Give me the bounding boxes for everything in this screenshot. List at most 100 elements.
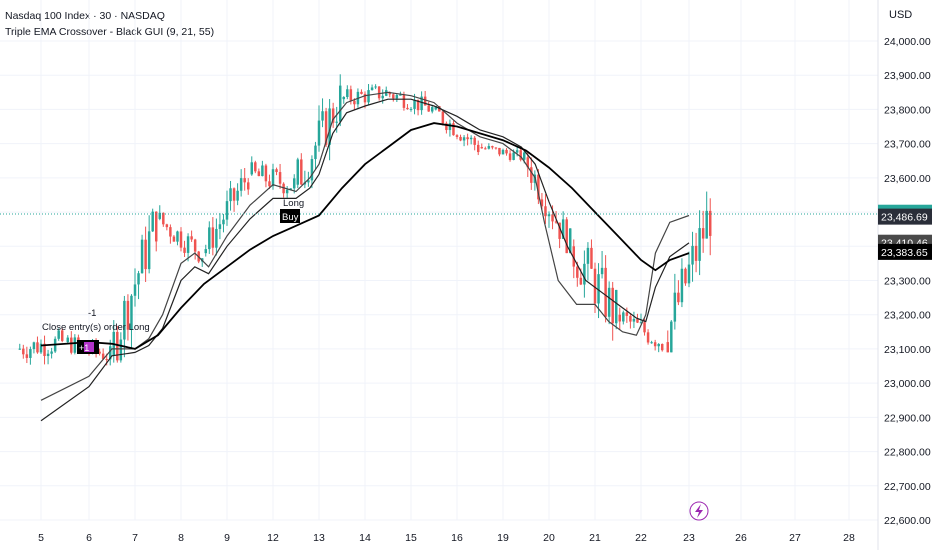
price-tick-label: 23,300.00	[884, 276, 931, 288]
candle-body	[285, 189, 289, 194]
candle-body	[476, 144, 480, 153]
candle-body	[60, 330, 64, 341]
candle-body	[331, 108, 335, 123]
annotation-minus-one: -1	[88, 308, 96, 319]
candle-body	[144, 239, 147, 270]
candle-body	[154, 211, 158, 242]
candle-body	[261, 165, 264, 177]
candle-body	[57, 330, 60, 339]
price-tick-label: 22,800.00	[884, 447, 931, 459]
candle-body	[392, 94, 395, 99]
candle-body	[593, 268, 597, 304]
candle-body	[282, 183, 285, 194]
ema-line-1	[40, 91, 690, 401]
candle-body	[151, 211, 154, 232]
candle-body	[611, 287, 614, 324]
candle-body	[264, 165, 268, 182]
candle-body	[39, 343, 43, 353]
candle-body	[108, 346, 112, 360]
candle-body	[445, 123, 448, 131]
candle-body	[296, 159, 300, 185]
candle-body	[684, 268, 687, 284]
candle-body	[708, 210, 712, 236]
time-tick-label: 13	[313, 532, 325, 544]
candle-body	[246, 182, 250, 190]
candle-body	[430, 107, 434, 112]
time-tick-label: 9	[224, 532, 230, 544]
candles	[18, 74, 712, 366]
candle-body	[629, 315, 632, 322]
time-tick-label: 15	[405, 532, 417, 544]
annotation-close-entry: Close entry(s) order Long	[42, 322, 150, 333]
candle-body	[46, 353, 50, 357]
candle-body	[406, 107, 409, 110]
candle-body	[547, 214, 551, 217]
exit-marker: +1	[77, 340, 99, 354]
price-tick-label: 23,700.00	[884, 139, 931, 151]
candle-body	[292, 178, 296, 189]
candle-body	[687, 264, 691, 284]
candle-body	[232, 188, 236, 201]
candle-body	[491, 146, 494, 148]
candle-body	[604, 267, 607, 317]
candle-body	[123, 300, 126, 340]
candle-body	[310, 159, 314, 181]
candle-body	[522, 152, 526, 160]
candle-body	[36, 342, 39, 353]
candle-body	[257, 171, 261, 177]
candle-body	[469, 137, 473, 140]
candle-body	[423, 96, 427, 106]
grid	[0, 0, 878, 521]
candle-body	[229, 188, 232, 202]
candle-body	[335, 121, 338, 123]
candle-body	[275, 169, 278, 173]
time-tick-label: 12	[267, 532, 279, 544]
candle-body	[473, 137, 476, 145]
candle-body	[618, 314, 622, 322]
candle-body	[677, 292, 680, 303]
candle-body	[25, 354, 29, 358]
candle-body	[501, 149, 505, 155]
time-tick-label: 23	[683, 532, 695, 544]
lightning-icon[interactable]	[689, 501, 709, 521]
exit-label: +1	[79, 343, 89, 353]
candle-body	[289, 188, 292, 190]
candle-body	[622, 312, 625, 322]
candle-body	[614, 289, 618, 324]
price-tick-label: 22,900.00	[884, 412, 931, 424]
candle-body	[268, 181, 271, 187]
candle-body	[643, 322, 646, 333]
ema-line-3	[40, 122, 690, 350]
price-tick-label: 24,000.00	[884, 36, 931, 48]
candle-body	[215, 228, 218, 248]
candle-body	[363, 93, 367, 103]
candle-body	[653, 342, 657, 347]
candle-body	[646, 332, 650, 343]
candle-body	[147, 231, 151, 270]
candle-body	[701, 228, 705, 239]
candle-body	[73, 337, 77, 353]
candle-body	[576, 266, 579, 278]
candle-body	[66, 337, 70, 343]
candle-body	[670, 321, 673, 353]
candle-body	[494, 147, 498, 149]
candle-body	[98, 351, 101, 354]
candle-body	[636, 318, 639, 323]
candle-body	[515, 150, 519, 153]
candle-body	[388, 92, 392, 95]
currency-label[interactable]: USD	[889, 9, 913, 21]
candle-body	[222, 219, 225, 225]
candle-body	[554, 221, 558, 223]
candle-body	[328, 108, 331, 145]
time-tick-label: 19	[497, 532, 509, 544]
candle-body	[462, 137, 466, 141]
candle-body	[395, 95, 399, 99]
candle-body	[250, 162, 254, 175]
candle-body	[186, 236, 190, 253]
candle-body	[607, 287, 611, 317]
candle-body	[399, 94, 402, 96]
indicator-legend[interactable]: Triple EMA Crossover - Black GUI (9, 21,…	[5, 26, 215, 38]
candle-body	[691, 245, 694, 265]
